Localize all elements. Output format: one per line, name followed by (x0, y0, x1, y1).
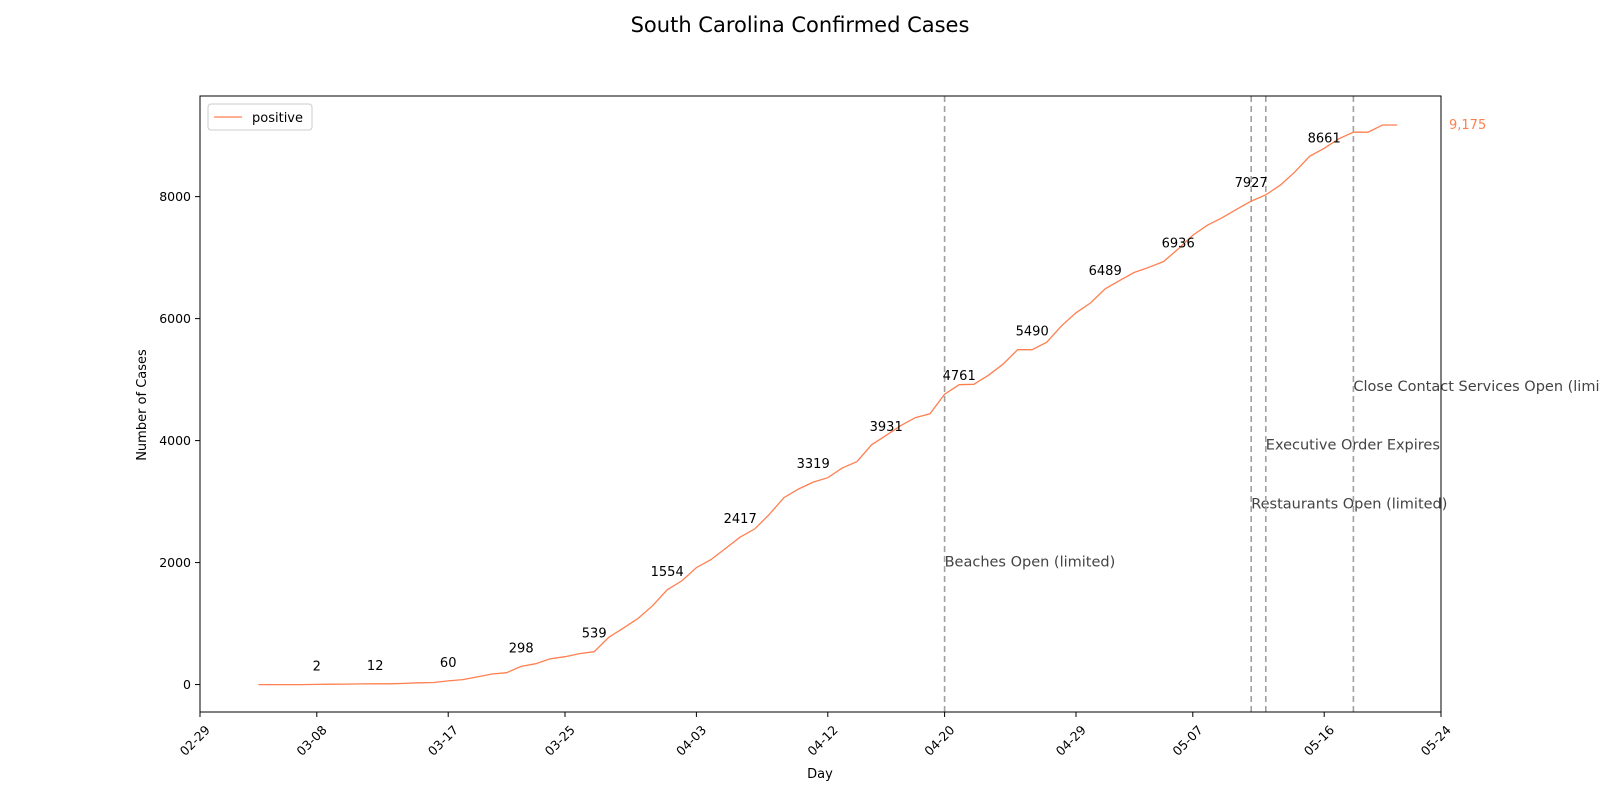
x-tick-label-1: 03-08 (293, 722, 329, 758)
series-lines (258, 124, 1398, 686)
point-label-3: 298 (509, 641, 534, 656)
point-label-9: 4761 (943, 369, 976, 384)
y-axis-label: Number of Cases (135, 349, 150, 461)
x-tick-label-9: 05-16 (1301, 722, 1337, 758)
x-tick-label-7: 04-29 (1053, 722, 1089, 758)
chart-title: South Carolina Confirmed Cases (631, 13, 970, 37)
y-tick-label-3: 6000 (159, 311, 191, 326)
point-label-2: 60 (440, 656, 457, 671)
point-label-8: 3931 (870, 420, 903, 435)
last-value-label: 9,175 (1449, 118, 1486, 133)
point-label-12: 6936 (1162, 237, 1195, 252)
x-tick-label-10: 05-24 (1418, 722, 1454, 758)
event-label-1: Restaurants Open (limited) (1251, 497, 1447, 513)
legend-label-positive: positive (252, 111, 303, 126)
x-tick-label-4: 04-03 (673, 722, 709, 758)
y-tick-label-1: 2000 (159, 555, 191, 570)
axes: 0 2000 4000 6000 8000 02-29 03-08 03-17 03-25 04-… (159, 95, 1454, 759)
series-line-positive (258, 124, 1398, 686)
event-label-2: Executive Order Expires (1266, 437, 1440, 453)
point-label-11: 6489 (1089, 264, 1122, 279)
x-tick-label-2: 03-17 (425, 722, 461, 758)
legend-box (207, 103, 313, 131)
point-label-14: 8661 (1308, 131, 1341, 146)
y-tick-label-2: 4000 (159, 433, 191, 448)
point-label-5: 1554 (651, 565, 684, 580)
legend: positive (207, 103, 313, 131)
plot-frame (199, 95, 1442, 713)
x-tick-label-0: 02-29 (177, 722, 213, 758)
point-label-1: 12 (367, 659, 384, 674)
point-label-10: 5490 (1016, 325, 1049, 340)
event-lines: Beaches Open (limited) Restaurants Open (… (943, 96, 1600, 712)
event-label-3: Close Contact Services Open (limited) (1353, 379, 1600, 395)
x-axis-label: Day (807, 767, 833, 782)
point-label-4: 539 (582, 627, 607, 642)
event-label-0: Beaches Open (limited) (945, 555, 1116, 571)
x-tick-label-6: 04-20 (921, 722, 957, 758)
point-label-0: 2 (313, 659, 321, 674)
point-label-6: 2417 (724, 512, 757, 527)
y-tick-label-4: 8000 (159, 189, 191, 204)
point-label-13: 7927 (1235, 176, 1268, 191)
x-tick-label-5: 04-12 (804, 722, 840, 758)
x-tick-label-8: 05-07 (1169, 722, 1205, 758)
y-tick-label-0: 0 (183, 677, 191, 692)
point-label-7: 3319 (797, 457, 830, 472)
x-tick-label-3: 03-25 (542, 722, 578, 758)
data-labels: 2 12 60 298 539 1554 2417 3319 3931 4761 5490 6489 6… (313, 118, 1487, 674)
